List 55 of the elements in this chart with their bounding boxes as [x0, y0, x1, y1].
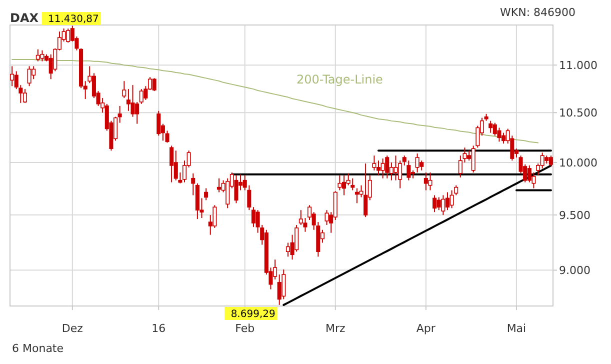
candlestick: [10, 66, 14, 87]
x-tick-label: Dez: [62, 322, 84, 335]
x-tick-label: Apr: [416, 322, 436, 335]
text: 8.699,29: [230, 309, 276, 320]
candlestick: [22, 88, 27, 104]
candlestick: [342, 174, 346, 196]
y-tick-label: 9.500: [559, 208, 590, 222]
candlestick: [152, 78, 156, 92]
candlestick: [118, 105, 122, 124]
candlestick: [385, 155, 390, 179]
x-tick-label: 16: [152, 322, 166, 335]
candlestick: [156, 110, 161, 136]
chart-subtitle: WKN: 846900: [500, 6, 576, 19]
candlestick: [540, 152, 544, 169]
candlestick: [191, 172, 196, 196]
candlestick: [32, 66, 36, 80]
y-tick-label: 10.500: [559, 106, 598, 120]
candlestick: [174, 150, 178, 181]
candlestick: [497, 127, 502, 142]
text: 11.430,87: [48, 14, 99, 25]
chart-title: DAX: [10, 11, 40, 25]
candlestick: [226, 178, 230, 209]
y-tick-label: 9.000: [559, 264, 590, 278]
candlestick: [548, 155, 553, 167]
candlestick: [415, 153, 420, 173]
y-tick-label: 11.000: [559, 58, 598, 72]
candlestick: [40, 50, 44, 62]
candlestick: [394, 155, 398, 181]
candlestick: [380, 158, 385, 179]
candlestick: [338, 174, 342, 191]
candlestick: [376, 160, 381, 176]
series-label: 200-Tage-Linie: [296, 72, 383, 87]
x-tick-label: Feb: [235, 322, 255, 335]
y-tick-label: 10.000: [559, 156, 598, 170]
candlestick: [432, 194, 437, 213]
text: 6 Monate: [12, 342, 64, 355]
candlestick: [350, 178, 355, 191]
candlestick: [234, 174, 238, 204]
candlestick: [27, 66, 32, 87]
candlestick: [36, 48, 40, 62]
candlestick: [216, 178, 222, 193]
candlestick: [488, 120, 493, 134]
x-tick-label: Mai: [506, 322, 526, 335]
candlestick: [204, 188, 208, 201]
candlestick: [372, 155, 376, 171]
candlestick: [420, 160, 424, 171]
x-tick-label: Mrz: [325, 322, 346, 335]
candlestick: [170, 145, 174, 183]
candlestick: [139, 88, 144, 104]
candlestick: [450, 190, 454, 209]
candlestick: [66, 28, 70, 44]
candlestick: [122, 80, 126, 99]
candlestick: [428, 172, 432, 191]
candlestick: [436, 196, 441, 211]
candlestick: [441, 194, 446, 216]
